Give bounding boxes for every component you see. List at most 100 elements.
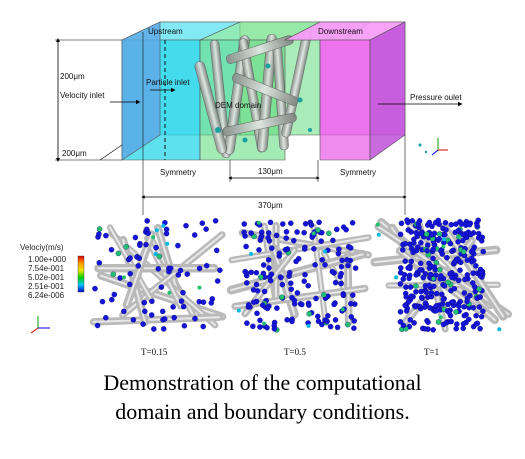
particle bbox=[103, 232, 109, 239]
particle bbox=[435, 319, 442, 325]
particle bbox=[477, 325, 483, 332]
particle bbox=[429, 223, 435, 230]
particle bbox=[410, 249, 416, 256]
particle bbox=[262, 321, 267, 326]
particle bbox=[276, 250, 283, 257]
panel-label: T=0.15 bbox=[141, 347, 168, 357]
pressure-outlet-label: Pressure oulet bbox=[410, 93, 462, 102]
particle bbox=[143, 241, 149, 248]
particle bbox=[331, 301, 337, 308]
particle bbox=[407, 317, 413, 323]
particle bbox=[347, 245, 354, 251]
particle bbox=[208, 300, 215, 306]
particle bbox=[110, 271, 117, 278]
particle bbox=[478, 313, 485, 320]
particle bbox=[423, 231, 430, 237]
particle bbox=[480, 248, 486, 255]
particle bbox=[336, 246, 342, 252]
particle bbox=[476, 304, 483, 310]
particle bbox=[322, 262, 328, 268]
particle bbox=[426, 219, 433, 226]
particle bbox=[288, 280, 294, 286]
particle bbox=[338, 280, 344, 287]
particle bbox=[461, 304, 467, 310]
particle bbox=[241, 229, 247, 236]
particle bbox=[267, 219, 274, 226]
particle bbox=[457, 267, 463, 273]
particle bbox=[109, 296, 115, 303]
fiber bbox=[230, 236, 370, 262]
particle bbox=[132, 234, 139, 241]
particle bbox=[439, 291, 445, 298]
particle bbox=[177, 267, 184, 274]
particle bbox=[269, 245, 275, 251]
particle bbox=[242, 268, 248, 275]
particle bbox=[203, 262, 210, 269]
symmetry-left-label: Symmetry bbox=[160, 168, 196, 177]
particle bbox=[291, 237, 297, 244]
velocity-inlet-face bbox=[121, 21, 161, 161]
particle bbox=[265, 235, 271, 241]
particle bbox=[441, 237, 446, 242]
particle bbox=[200, 323, 206, 330]
particle bbox=[449, 274, 455, 281]
particle bbox=[261, 288, 268, 295]
particle bbox=[426, 260, 432, 267]
particle bbox=[334, 226, 340, 233]
particle bbox=[306, 311, 312, 317]
particle bbox=[460, 231, 466, 237]
particle bbox=[265, 257, 272, 263]
particle bbox=[424, 247, 430, 254]
particle bbox=[167, 265, 174, 272]
particle bbox=[438, 273, 444, 279]
simulation-panel bbox=[370, 217, 513, 333]
particle bbox=[473, 263, 479, 269]
dem-domain-label: DEM domain bbox=[215, 101, 261, 110]
particle bbox=[418, 230, 425, 237]
particle bbox=[324, 318, 330, 325]
particle bbox=[123, 244, 129, 250]
particle bbox=[121, 308, 127, 315]
particle bbox=[453, 309, 459, 315]
particle bbox=[334, 324, 341, 331]
particle bbox=[454, 321, 460, 327]
particle bbox=[142, 308, 148, 315]
particle bbox=[413, 229, 420, 236]
particle bbox=[407, 284, 414, 290]
legend-value: 2.51e-001 bbox=[28, 282, 65, 291]
particle bbox=[196, 298, 202, 305]
particle bbox=[412, 304, 419, 310]
particle bbox=[433, 290, 440, 297]
particle bbox=[405, 265, 411, 271]
particle bbox=[406, 272, 413, 279]
particle bbox=[480, 308, 486, 314]
particle bbox=[401, 271, 408, 278]
particle bbox=[457, 259, 464, 266]
particle bbox=[338, 270, 344, 277]
particle bbox=[180, 289, 186, 296]
particle bbox=[436, 231, 443, 237]
particle bbox=[497, 327, 502, 332]
particle bbox=[288, 220, 294, 226]
particle bbox=[332, 279, 339, 286]
particle bbox=[403, 284, 409, 290]
particle bbox=[376, 232, 381, 237]
particle bbox=[330, 237, 336, 244]
particle bbox=[117, 275, 123, 281]
particle bbox=[449, 248, 455, 254]
particle bbox=[154, 228, 159, 233]
particle bbox=[433, 307, 439, 314]
particle bbox=[448, 318, 454, 325]
particle bbox=[413, 289, 419, 295]
particle bbox=[411, 320, 417, 326]
particle bbox=[398, 220, 405, 227]
particle bbox=[329, 268, 336, 275]
particle bbox=[306, 323, 311, 328]
particle-inlet-label: Particle inlet bbox=[146, 78, 190, 87]
particle bbox=[278, 274, 284, 281]
axis-triad-top bbox=[418, 138, 448, 156]
particle bbox=[264, 324, 270, 331]
particle bbox=[171, 314, 177, 321]
particle bbox=[163, 230, 170, 237]
